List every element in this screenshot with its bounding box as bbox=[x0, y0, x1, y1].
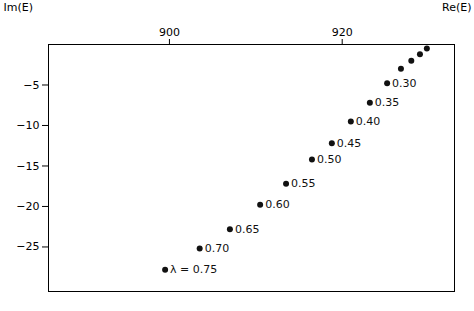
svg-text:−15: −15 bbox=[16, 159, 39, 172]
svg-text:0.65: 0.65 bbox=[235, 223, 259, 236]
svg-text:−20: −20 bbox=[16, 200, 39, 213]
svg-text:0.50: 0.50 bbox=[317, 153, 342, 166]
svg-text:Im(E): Im(E) bbox=[4, 1, 34, 14]
svg-text:0.40: 0.40 bbox=[356, 115, 381, 128]
svg-text:0.45: 0.45 bbox=[337, 137, 362, 150]
svg-text:−10: −10 bbox=[16, 119, 39, 132]
svg-text:−5: −5 bbox=[23, 79, 39, 92]
svg-text:0.70: 0.70 bbox=[205, 242, 230, 255]
svg-text:0.60: 0.60 bbox=[265, 198, 290, 211]
svg-text:−25: −25 bbox=[16, 240, 39, 253]
svg-text:920: 920 bbox=[332, 26, 353, 39]
svg-text:0.30: 0.30 bbox=[392, 77, 417, 90]
svg-text:0.55: 0.55 bbox=[291, 177, 316, 190]
svg-text:0.35: 0.35 bbox=[375, 96, 400, 109]
svg-text:λ = 0.75: λ = 0.75 bbox=[170, 263, 217, 276]
svg-text:900: 900 bbox=[159, 26, 180, 39]
svg-text:Re(E): Re(E) bbox=[442, 1, 471, 14]
